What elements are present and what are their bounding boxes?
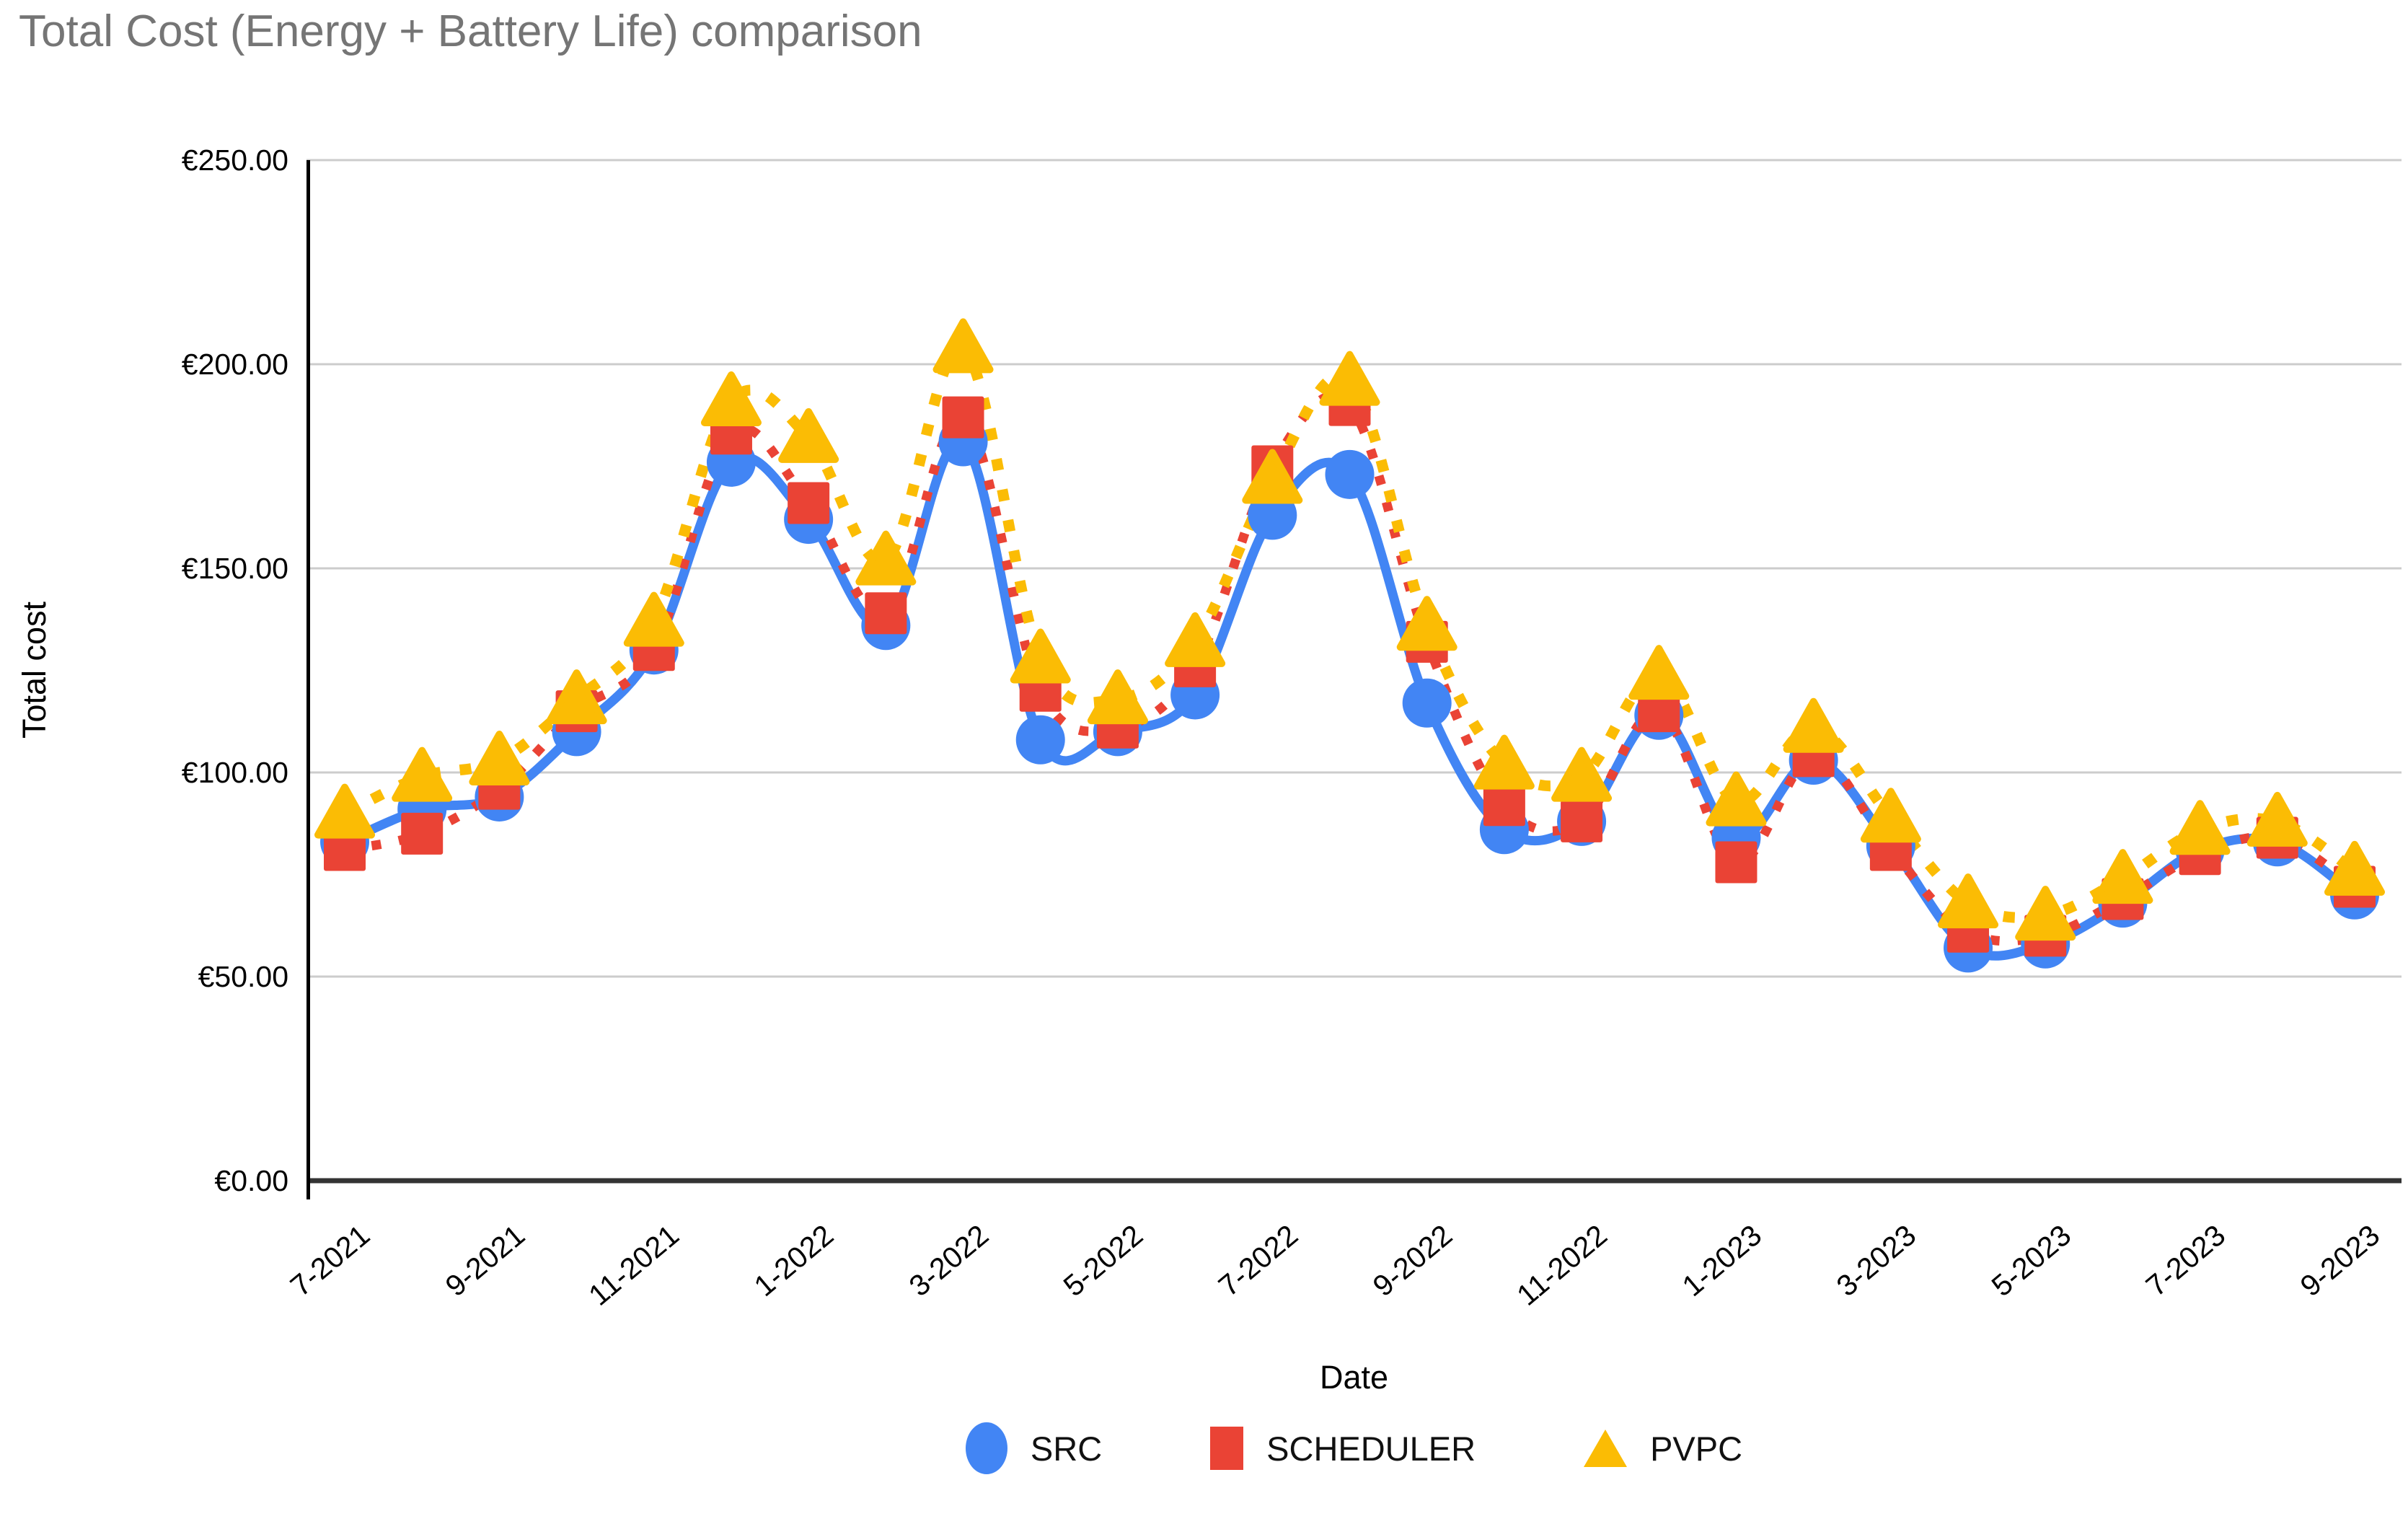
x-tick-label-1-2022: 1-2022 <box>748 1218 840 1303</box>
legend-item-scheduler: SCHEDULER <box>1210 1427 1476 1470</box>
x-tick-label-1-2023: 1-2023 <box>1675 1218 1768 1303</box>
y-tick-label-250: €250.00 <box>181 144 288 177</box>
y-axis-title: Total cost <box>16 601 53 739</box>
src-point-9-2022 <box>1402 678 1452 728</box>
pvpc-triangle-icon <box>1584 1430 1628 1467</box>
pvpc-point-8-2022 <box>1319 351 1380 406</box>
pvpc-point-4-2022 <box>1010 628 1071 684</box>
chart-plot-svg <box>306 159 2402 1199</box>
pvpc-point-10-2021 <box>546 669 607 725</box>
pvpc-point-1-2022 <box>778 408 839 463</box>
pvpc-point-2-2022 <box>855 530 917 586</box>
scheduler-point-2-2022 <box>865 592 907 635</box>
x-tick-label-5-2022: 5-2022 <box>1057 1218 1150 1303</box>
pvpc-point-6-2023 <box>2092 849 2153 904</box>
pvpc-point-9-2023 <box>2324 840 2385 896</box>
scheduler-square-icon <box>1210 1427 1244 1470</box>
src-point-8-2022 <box>1325 449 1375 499</box>
legend-label-scheduler: SCHEDULER <box>1266 1429 1476 1468</box>
pvpc-point-4-2023 <box>1938 873 1999 929</box>
x-tick-label-11-2021: 11-2021 <box>582 1218 686 1313</box>
pvpc-point-11-2021 <box>623 591 684 647</box>
y-tick-label-100: €100.00 <box>181 756 288 789</box>
x-tick-label-9-2022: 9-2022 <box>1366 1218 1459 1303</box>
x-tick-label-7-2023: 7-2023 <box>2139 1218 2232 1303</box>
x-tick-label-5-2023: 5-2023 <box>1985 1218 2077 1303</box>
pvpc-point-1-2023 <box>1706 771 1767 827</box>
legend-item-src: SRC <box>965 1422 1103 1474</box>
x-axis-title: Date <box>1319 1359 1389 1396</box>
legend: SRC SCHEDULER PVPC <box>306 1422 2402 1474</box>
pvpc-point-5-2022 <box>1087 669 1148 725</box>
x-tick-label-7-2021: 7-2021 <box>284 1218 376 1303</box>
pvpc-point-5-2023 <box>2015 886 2076 941</box>
plot-area <box>306 159 2402 1199</box>
pvpc-point-3-2022 <box>932 318 994 374</box>
src-line <box>340 436 2360 961</box>
legend-label-src: SRC <box>1030 1429 1103 1468</box>
legend-label-pvpc: PVPC <box>1650 1429 1743 1468</box>
scheduler-point-12-2022 <box>1638 690 1680 733</box>
legend-item-pvpc: PVPC <box>1584 1429 1742 1468</box>
pvpc-point-2-2023 <box>1783 697 1844 753</box>
pvpc-point-11-2022 <box>1551 746 1613 802</box>
src-point-4-2022 <box>1015 715 1065 765</box>
y-tick-label-50: €50.00 <box>198 960 288 993</box>
pvpc-point-3-2023 <box>1860 788 1921 843</box>
pvpc-point-7-2022 <box>1242 449 1303 504</box>
pvpc-point-7-2023 <box>2169 800 2231 855</box>
scheduler-point-1-2023 <box>1715 841 1758 884</box>
x-tick-label-3-2023: 3-2023 <box>1830 1218 1923 1303</box>
y-tick-label-150: €150.00 <box>181 552 288 585</box>
scheduler-point-10-2022 <box>1483 784 1525 827</box>
x-tick-label-11-2022: 11-2022 <box>1510 1218 1613 1313</box>
scheduler-point-8-2021 <box>401 812 444 855</box>
pvpc-point-12-2022 <box>1628 645 1690 700</box>
y-tick-label-200: €200.00 <box>181 348 288 381</box>
scheduler-point-1-2022 <box>788 482 830 524</box>
scheduler-point-3-2022 <box>942 396 984 439</box>
scheduler-point-7-2021 <box>324 829 366 871</box>
x-tick-label-3-2022: 3-2022 <box>902 1218 995 1303</box>
pvpc-point-9-2022 <box>1396 596 1457 651</box>
pvpc-point-12-2021 <box>700 371 762 426</box>
y-tick-label-0: €0.00 <box>214 1164 288 1197</box>
pvpc-point-10-2022 <box>1473 734 1535 790</box>
pvpc-point-8-2023 <box>2246 791 2308 847</box>
pvpc-point-7-2021 <box>314 783 375 839</box>
x-tick-label-9-2023: 9-2023 <box>2294 1218 2386 1303</box>
scheduler-point-11-2022 <box>1561 800 1603 842</box>
x-tick-label-9-2021: 9-2021 <box>438 1218 531 1303</box>
src-circle-icon <box>965 1422 1007 1474</box>
pvpc-point-6-2022 <box>1165 612 1226 667</box>
pvpc-point-9-2021 <box>469 731 530 786</box>
x-tick-label-7-2022: 7-2022 <box>1212 1218 1304 1303</box>
chart-title: Total Cost (Energy + Battery Life) compa… <box>19 6 922 56</box>
pvpc-point-8-2021 <box>392 746 453 802</box>
